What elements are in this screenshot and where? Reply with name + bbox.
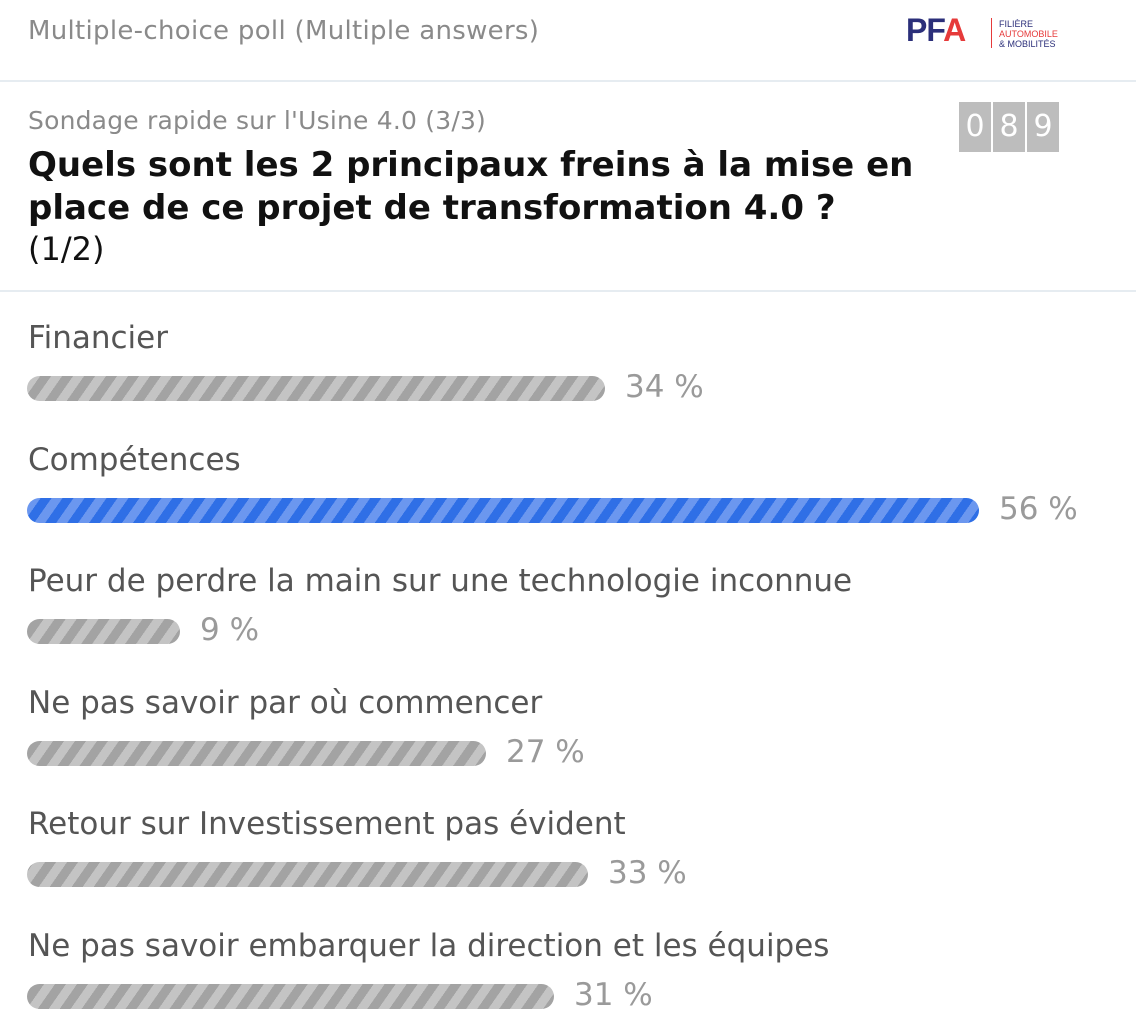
respondent-counter: 0 8 9: [959, 102, 1059, 152]
answer-result-bar: [27, 619, 180, 644]
pfa-logo: PFA FILIÈRE AUTOMOBILE & MOBILITÉS: [906, 10, 1066, 50]
answer-option: Financier 34 %: [0, 292, 1136, 412]
answer-percentage: 33 %: [608, 855, 687, 891]
logo-mark-pf: PF: [906, 12, 944, 48]
logo-mark: PFA: [906, 10, 966, 50]
poll-question: Quels sont les 2 principaux freins à la …: [28, 145, 914, 228]
answer-percentage: 31 %: [574, 977, 653, 1013]
counter-digit: 9: [1027, 102, 1059, 152]
counter-digit: 8: [993, 102, 1025, 152]
poll-type-label: Multiple-choice poll (Multiple answers): [28, 16, 540, 46]
answer-percentage: 27 %: [506, 734, 585, 770]
answer-result-bar: [27, 741, 486, 766]
logo-text: FILIÈRE AUTOMOBILE & MOBILITÉS: [999, 19, 1058, 49]
logo-text-line2: AUTOMOBILE: [999, 29, 1058, 39]
logo-mark-a: A: [943, 12, 966, 48]
logo-text-line1: FILIÈRE: [999, 19, 1034, 29]
answer-percentage: 56 %: [999, 491, 1078, 527]
poll-subtitle: Sondage rapide sur l'Usine 4.0 (3/3): [28, 106, 487, 135]
logo-text-line3: & MOBILITÉS: [999, 39, 1056, 49]
question-block: Sondage rapide sur l'Usine 4.0 (3/3) Que…: [0, 82, 1136, 292]
answer-percentage: 9 %: [200, 612, 260, 648]
selection-hint: (1/2): [28, 230, 105, 268]
answer-result-bar: [27, 984, 554, 1009]
answer-label: Ne pas savoir par où commencer: [28, 685, 543, 721]
answer-result-bar: [27, 376, 605, 401]
logo-divider: [991, 18, 992, 48]
answer-result-bar: [27, 862, 588, 887]
answer-label: Ne pas savoir embarquer la direction et …: [28, 928, 830, 964]
answer-option: Ne pas savoir embarquer la direction et …: [0, 900, 1136, 1020]
answer-option: Ne pas savoir par où commencer 27 %: [0, 657, 1136, 777]
poll-header: Multiple-choice poll (Multiple answers) …: [0, 0, 1136, 82]
answer-option: Compétences 56 %: [0, 414, 1136, 534]
answer-result-bar: [27, 498, 979, 523]
counter-digit: 0: [959, 102, 991, 152]
answer-label: Peur de perdre la main sur une technolog…: [28, 563, 853, 599]
answer-option: Retour sur Investissement pas évident 33 …: [0, 778, 1136, 898]
answer-label: Retour sur Investissement pas évident: [28, 806, 626, 842]
answer-label: Compétences: [28, 442, 241, 478]
answer-label: Financier: [28, 320, 168, 356]
answer-option: Peur de perdre la main sur une technolog…: [0, 535, 1136, 655]
answer-percentage: 34 %: [625, 369, 704, 405]
